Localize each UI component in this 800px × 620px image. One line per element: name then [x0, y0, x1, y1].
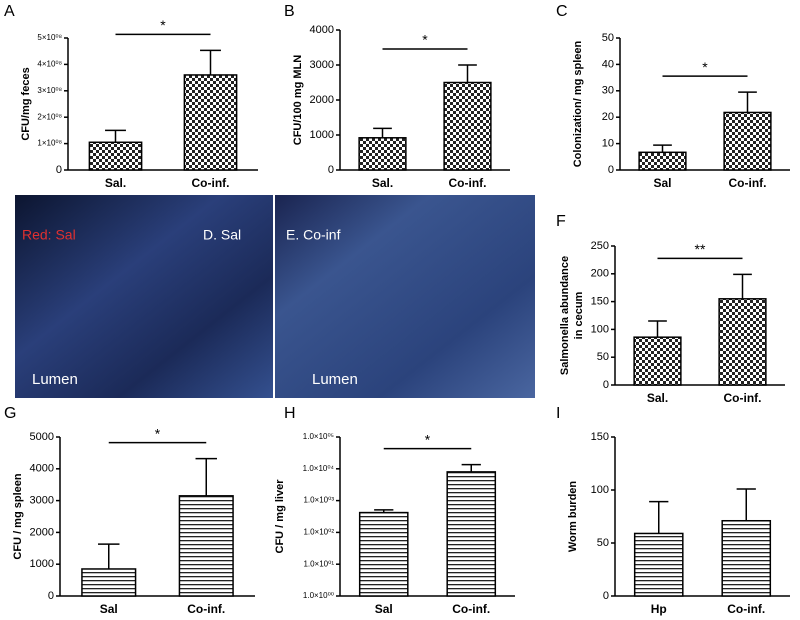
bar: [446, 471, 497, 597]
bar: [358, 137, 407, 171]
x-tick-label: Co-inf.: [452, 602, 490, 616]
y-tick-label: 1000: [30, 558, 54, 570]
y-tick-label: 0: [608, 164, 614, 176]
y-tick-label: 1.0×10⁰⁴: [303, 464, 335, 473]
y-tick-label: 1.0×10⁰¹: [303, 559, 334, 568]
y-tick-label: 2000: [30, 526, 54, 538]
panel-label: A: [4, 3, 15, 20]
x-tick-label: Sal: [375, 602, 393, 616]
image-label: Lumen: [312, 371, 358, 388]
micrograph-d: [15, 195, 273, 398]
y-tick-label: 1.0×10⁰⁵: [303, 432, 334, 441]
y-tick-label: 1.0×10⁰²: [303, 528, 334, 537]
bar: [443, 81, 492, 171]
significance-label: *: [160, 17, 166, 33]
y-tick-label: 250: [591, 240, 609, 252]
y-tick-label: 1000: [310, 129, 334, 141]
y-tick-label: 0: [48, 590, 54, 602]
bar: [633, 336, 682, 386]
bar: [638, 151, 687, 171]
significance-label: *: [425, 431, 431, 447]
significance-label: *: [422, 32, 428, 48]
y-tick-label: 150: [591, 296, 609, 308]
y-tick-label: 4000: [310, 24, 334, 36]
bar: [633, 532, 684, 597]
y-axis-label: CFU/100 mg MLN: [292, 55, 304, 146]
bar: [88, 141, 143, 171]
y-axis-label: CFU / mg spleen: [12, 473, 24, 559]
bar: [723, 111, 772, 171]
panel-label: H: [284, 405, 296, 422]
y-axis-label: in cecum: [573, 291, 585, 339]
image-label: Red: Sal: [22, 227, 76, 243]
y-tick-label: 1.0×10⁰⁰: [303, 591, 334, 600]
image-label: E. Co-inf: [286, 227, 341, 243]
y-axis-label: Worm burden: [567, 481, 579, 553]
y-axis-label: CFU/mg feces: [20, 67, 32, 140]
y-axis-label: Salmonella abundance: [559, 256, 571, 375]
y-tick-label: 20: [602, 111, 614, 123]
panel-label: B: [284, 3, 295, 20]
y-tick-label: 0: [603, 379, 609, 391]
bar: [721, 519, 772, 597]
y-tick-label: 0: [603, 590, 609, 602]
y-tick-label: 2×10⁰⁸: [37, 112, 62, 121]
micrograph-e: [275, 195, 535, 398]
x-tick-label: Co-inf.: [449, 176, 487, 190]
bar: [178, 495, 234, 597]
y-tick-label: 1.0×10⁰³: [303, 496, 334, 505]
y-tick-label: 4000: [30, 463, 54, 475]
x-tick-label: Co-inf.: [187, 602, 225, 616]
x-tick-label: Sal.: [647, 391, 668, 405]
y-tick-label: 0: [328, 164, 334, 176]
panel-label: F: [556, 213, 566, 230]
y-axis-label: Colonization/ mg spleen: [572, 40, 584, 167]
y-tick-label: 30: [602, 85, 614, 97]
significance-label: **: [695, 241, 706, 257]
significance-label: *: [702, 59, 708, 75]
y-tick-label: 10: [602, 138, 614, 150]
bar: [358, 511, 409, 597]
y-tick-label: 5×10⁰⁸: [37, 33, 62, 42]
x-tick-label: Sal: [653, 176, 671, 190]
bar: [183, 74, 238, 171]
x-tick-label: Co-inf.: [727, 602, 765, 616]
y-tick-label: 100: [591, 484, 609, 496]
x-tick-label: Sal.: [372, 176, 393, 190]
x-tick-label: Hp: [651, 602, 667, 616]
x-tick-label: Co-inf.: [729, 176, 767, 190]
y-tick-label: 3000: [30, 495, 54, 507]
image-label: Lumen: [32, 371, 78, 388]
bar: [718, 298, 767, 386]
y-tick-label: 50: [602, 32, 614, 44]
y-tick-label: 100: [591, 323, 609, 335]
y-tick-label: 1×10⁰⁸: [37, 139, 62, 148]
y-tick-label: 4×10⁰⁸: [37, 60, 62, 69]
y-tick-label: 50: [597, 351, 609, 363]
y-tick-label: 200: [591, 268, 609, 280]
x-tick-label: Sal.: [105, 176, 126, 190]
bar: [81, 568, 137, 597]
y-tick-label: 50: [597, 537, 609, 549]
y-tick-label: 0: [56, 164, 62, 176]
y-tick-label: 3000: [310, 59, 334, 71]
x-tick-label: Co-inf.: [724, 391, 762, 405]
y-tick-label: 150: [591, 431, 609, 443]
x-tick-label: Sal: [100, 602, 118, 616]
panel-label: C: [556, 3, 568, 20]
y-axis-label: CFU / mg liver: [274, 479, 286, 554]
y-tick-label: 40: [602, 58, 614, 70]
image-label: D. Sal: [203, 227, 241, 243]
panel-label: G: [4, 405, 16, 422]
y-tick-label: 3×10⁰⁸: [37, 86, 62, 95]
y-tick-label: 5000: [30, 431, 54, 443]
x-tick-label: Co-inf.: [192, 176, 230, 190]
significance-label: *: [155, 425, 161, 441]
y-tick-label: 2000: [310, 94, 334, 106]
panel-label: I: [556, 405, 560, 422]
